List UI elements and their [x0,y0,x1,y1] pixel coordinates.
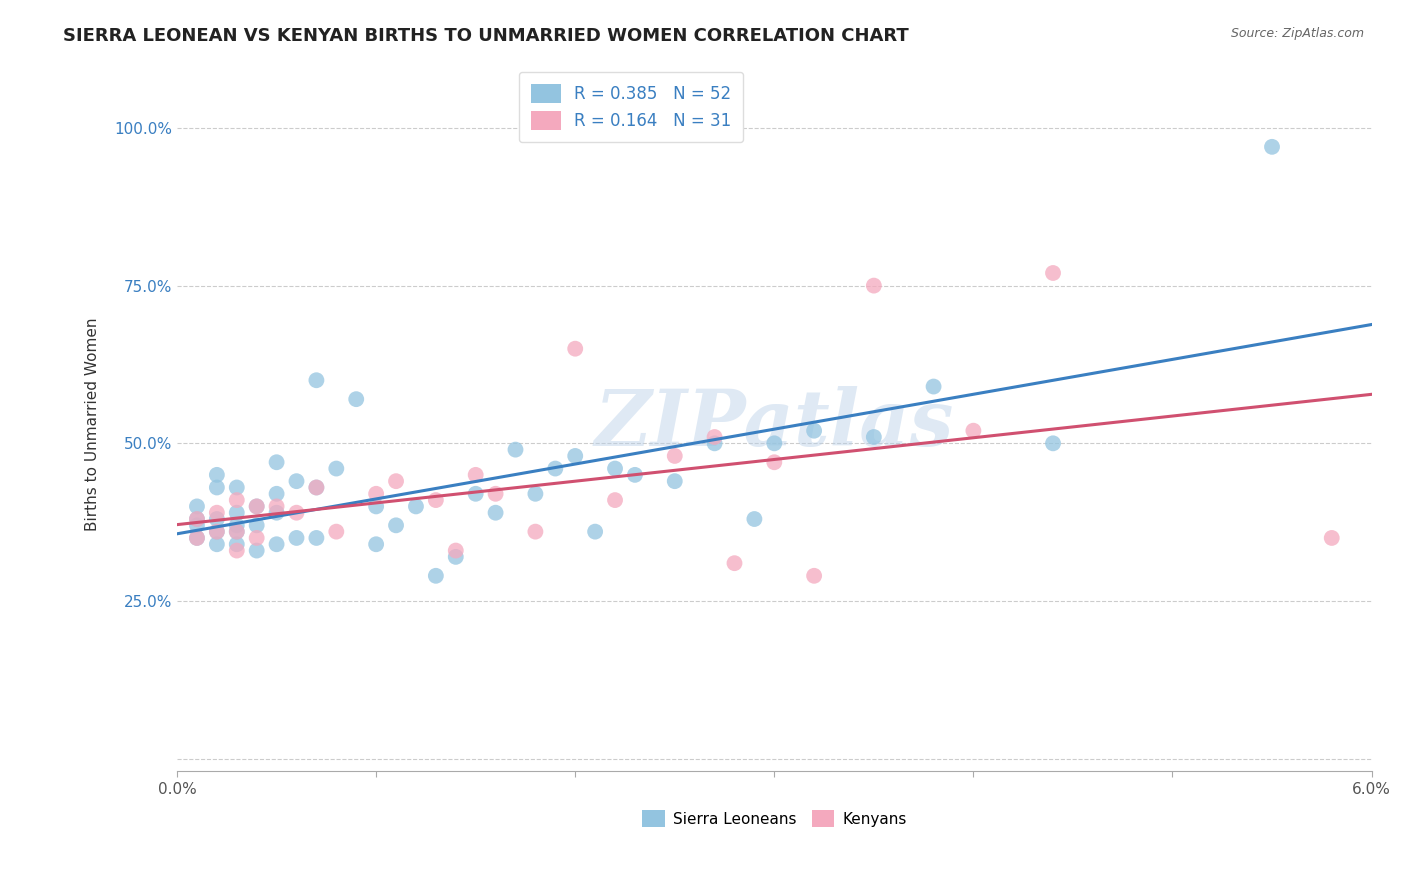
Point [266,537,288,551]
Point [246,543,269,558]
Point [225,543,247,558]
Point [285,531,308,545]
Point [464,487,486,501]
Point [444,543,467,558]
Point [325,461,347,475]
Point [723,556,745,570]
Point [366,500,388,514]
Point [246,518,269,533]
Point [186,512,208,526]
Point [225,481,247,495]
Point [205,524,228,539]
Point [484,506,506,520]
Point [225,537,247,551]
Text: SIERRA LEONEAN VS KENYAN BIRTHS TO UNMARRIED WOMEN CORRELATION CHART: SIERRA LEONEAN VS KENYAN BIRTHS TO UNMAR… [63,27,910,45]
Point [763,436,786,450]
Point [962,424,984,438]
Point [405,500,427,514]
Point [464,467,486,482]
Point [225,518,247,533]
Point [564,449,586,463]
Point [205,481,228,495]
Point [225,524,247,539]
Point [305,481,328,495]
Point [246,500,269,514]
Point [205,537,228,551]
Point [524,487,547,501]
Point [225,506,247,520]
Point [603,461,626,475]
Point [344,392,367,406]
Point [803,424,825,438]
Point [186,518,208,533]
Point [325,524,347,539]
Point [305,481,328,495]
Point [285,506,308,520]
Point [624,467,647,482]
Point [266,455,288,469]
Point [266,487,288,501]
Point [1320,531,1343,545]
Point [246,531,269,545]
Point [385,474,408,488]
Point [266,506,288,520]
Point [524,524,547,539]
Point [603,493,626,508]
Point [583,524,606,539]
Legend: Sierra Leoneans, Kenyans: Sierra Leoneans, Kenyans [636,805,912,833]
Point [922,379,945,393]
Point [366,537,388,551]
Point [186,512,208,526]
Point [425,569,447,583]
Point [186,531,208,545]
Point [385,518,408,533]
Point [863,430,886,444]
Point [664,449,686,463]
Point [564,342,586,356]
Point [505,442,527,457]
Point [225,524,247,539]
Point [266,500,288,514]
Point [744,512,766,526]
Y-axis label: Births to Unmarried Women: Births to Unmarried Women [86,318,100,531]
Point [1042,266,1064,280]
Point [863,278,886,293]
Point [1261,140,1284,154]
Point [703,436,725,450]
Point [205,524,228,539]
Point [1042,436,1064,450]
Point [763,455,786,469]
Text: ZIPatlas: ZIPatlas [595,386,955,463]
Point [205,506,228,520]
Text: Source: ZipAtlas.com: Source: ZipAtlas.com [1230,27,1364,40]
Point [703,430,725,444]
Point [305,531,328,545]
Point [803,569,825,583]
Point [484,487,506,501]
Point [205,467,228,482]
Point [664,474,686,488]
Point [225,493,247,508]
Point [544,461,567,475]
Point [205,512,228,526]
Point [425,493,447,508]
Point [305,373,328,387]
Point [285,474,308,488]
Point [246,500,269,514]
Point [186,500,208,514]
Point [444,549,467,564]
Point [366,487,388,501]
Point [186,531,208,545]
